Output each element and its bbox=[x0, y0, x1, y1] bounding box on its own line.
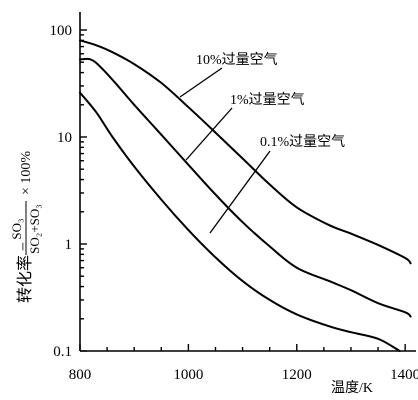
series-labels: 10%过量空气 1%过量空气 0.1%过量空气 bbox=[179, 52, 345, 234]
y-tick-label: 0.1 bbox=[53, 344, 72, 360]
series-lines bbox=[79, 39, 412, 352]
series-line-1pct bbox=[79, 57, 412, 318]
x-axis-label: 温度/K bbox=[331, 380, 373, 396]
tick-labels: 0.1 1 10 100 800 1000 1200 1400 bbox=[50, 23, 418, 383]
y-tick-label: 10 bbox=[57, 130, 72, 146]
leader-line bbox=[185, 107, 233, 161]
y-axis-label: 转化率 = SO₃ SO₂+SO₃ × 100% bbox=[9, 151, 42, 303]
y-tick-label: 100 bbox=[50, 23, 73, 39]
x-tick-label: 1400 bbox=[390, 367, 418, 383]
leader-line bbox=[209, 150, 271, 234]
y-tick-label: 1 bbox=[65, 237, 73, 253]
leader-line bbox=[179, 67, 223, 98]
series-label-1pct: 1%过量空气 bbox=[230, 92, 305, 108]
y-axis-label-denominator: SO₂+SO₃ bbox=[27, 204, 42, 254]
x-tick-label: 1200 bbox=[282, 367, 312, 383]
y-axis-label-numerator: SO₃ bbox=[9, 218, 24, 239]
y-axis-label-suffix: × 100% bbox=[19, 151, 34, 195]
axes bbox=[79, 12, 416, 352]
series-line-10pct bbox=[79, 39, 412, 265]
x-tick-label: 1000 bbox=[173, 367, 203, 383]
y-axis-label-prefix: 转化率 = bbox=[16, 242, 34, 303]
x-tick-label: 800 bbox=[69, 367, 92, 383]
series-label-10pct: 10%过量空气 bbox=[196, 52, 278, 68]
series-line-0-1pct bbox=[79, 91, 401, 352]
series-label-0-1pct: 0.1%过量空气 bbox=[260, 134, 345, 150]
